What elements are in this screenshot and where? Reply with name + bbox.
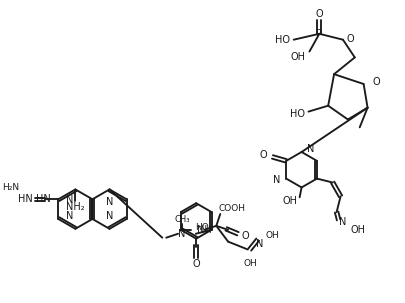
Text: HO: HO xyxy=(194,223,208,232)
Text: HN: HN xyxy=(36,194,50,204)
Text: O: O xyxy=(315,9,322,19)
Text: OH: OH xyxy=(350,225,364,235)
Text: O: O xyxy=(192,259,200,269)
Text: NH₂: NH₂ xyxy=(66,202,85,212)
Text: O: O xyxy=(372,77,379,87)
Text: HN: HN xyxy=(18,194,33,204)
Text: P: P xyxy=(315,29,322,39)
Text: COOH: COOH xyxy=(218,204,245,213)
Text: N: N xyxy=(255,238,262,248)
Text: N: N xyxy=(178,229,185,239)
Text: OH: OH xyxy=(290,52,305,62)
Text: OH: OH xyxy=(282,196,297,206)
Text: OH: OH xyxy=(265,231,279,240)
Text: O: O xyxy=(241,231,249,241)
Text: N: N xyxy=(106,197,113,207)
Text: N: N xyxy=(338,217,345,227)
Text: N: N xyxy=(306,144,313,154)
Text: CH₃: CH₃ xyxy=(174,215,189,225)
Text: N: N xyxy=(66,211,73,221)
Text: OH: OH xyxy=(243,259,257,268)
Text: HO: HO xyxy=(289,108,304,118)
Text: HO: HO xyxy=(274,35,289,45)
Text: N: N xyxy=(272,175,279,185)
Text: O: O xyxy=(259,150,267,160)
Text: N: N xyxy=(66,195,73,205)
Text: H₂N: H₂N xyxy=(2,183,19,192)
Text: N: N xyxy=(106,211,113,221)
Text: O: O xyxy=(346,34,354,44)
Text: NH: NH xyxy=(196,225,211,235)
